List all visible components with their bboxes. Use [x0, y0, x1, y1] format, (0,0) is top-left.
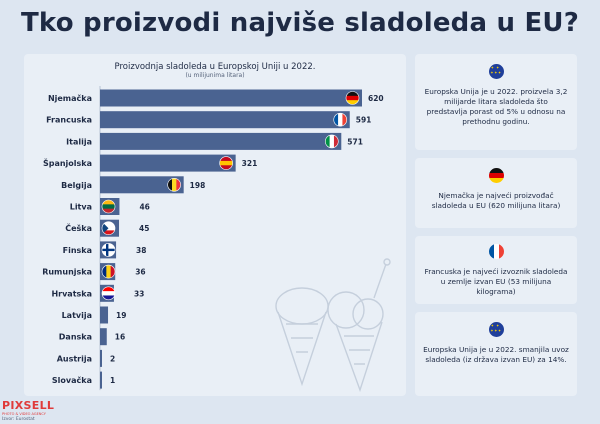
value-label: 16 [115, 333, 125, 342]
bar-chart: Njemačka 620 Francuska 591 Italija 571 Španjol… [42, 86, 384, 391]
flag-icon [345, 91, 360, 105]
page-title: Tko proizvodi najviše sladoleda u EU? [20, 8, 580, 38]
flag-icon [333, 112, 348, 127]
logo-tagline: PHOTO & VIDEO AGENCY [2, 412, 46, 416]
category-label: Belgija [61, 181, 92, 190]
category-label: Austrija [57, 354, 92, 363]
bar [100, 176, 184, 194]
bar [100, 132, 342, 150]
info-card-france: Francuska je najveći izvoznik sladoleda … [415, 236, 577, 304]
flag-icon [167, 178, 181, 192]
value-label: 2 [110, 354, 115, 363]
value-label: 591 [356, 116, 372, 125]
card-text: Francuska je najveći izvoznik sladoleda … [424, 267, 568, 297]
flag-icon [324, 134, 339, 149]
category-label: Rumunjska [42, 268, 92, 277]
logo: PIXSELL [2, 399, 55, 412]
value-label: 321 [242, 159, 258, 168]
chart-panel: Proizvodnja sladoleda u Europskoj Uniji … [24, 54, 406, 396]
value-label: 198 [190, 181, 206, 190]
flag-icon [101, 264, 116, 279]
category-label: Latvija [62, 311, 92, 320]
bar [100, 89, 362, 107]
eu-flag-icon [488, 64, 504, 79]
bar [100, 154, 236, 172]
info-card-eu-imports: Europska Unija je u 2022. smanjila uvoz … [415, 312, 577, 396]
category-label: Finska [63, 246, 92, 255]
ice-cream-cones-illustration [275, 258, 391, 393]
category-label: Litva [70, 203, 92, 212]
germany-flag-icon [488, 168, 504, 183]
value-label: 620 [368, 94, 384, 103]
category-label: Španjolska [43, 157, 92, 168]
flag-icon [101, 199, 116, 214]
value-label: 38 [136, 246, 146, 255]
chart-subtitle: (u milijunima litara) [185, 72, 245, 79]
category-label: Italija [66, 137, 92, 146]
value-label: 571 [347, 137, 363, 146]
bar [100, 111, 350, 129]
value-label: 19 [116, 311, 126, 320]
value-label: 33 [134, 289, 144, 298]
card-text: Europska Unija je u 2022. smanjila uvoz … [423, 345, 569, 365]
flag-icon [101, 221, 116, 235]
value-label: 45 [139, 224, 149, 233]
card-text: Njemačka je najveći proizvođač sladoleda… [431, 191, 561, 211]
bar [100, 328, 107, 346]
info-card-eu-production: Europska Unija je u 2022. proizvela 3,2 … [415, 54, 577, 150]
card-text: Europska Unija je u 2022. proizvela 3,2 … [424, 87, 568, 127]
value-label: 46 [139, 203, 149, 212]
source-note: Izvor: Eurostat [2, 417, 35, 422]
flag-icon [219, 156, 233, 170]
value-label: 1 [110, 376, 115, 385]
category-label: Češka [65, 222, 92, 233]
category-label: Njemačka [48, 93, 92, 103]
eu-flag-icon [488, 322, 504, 337]
info-card-germany: Njemačka je najveći proizvođač sladoleda… [415, 158, 577, 228]
bar [100, 371, 102, 389]
france-flag-icon [488, 244, 504, 259]
flag-icon [101, 286, 116, 301]
bar [100, 349, 102, 367]
category-label: Slovačka [52, 375, 92, 385]
flag-icon [101, 243, 116, 257]
bar [100, 306, 109, 324]
category-label: Hrvatska [51, 289, 92, 298]
chart-title: Proizvodnja sladoleda u Europskoj Uniji … [114, 62, 316, 72]
value-label: 36 [135, 268, 145, 277]
category-label: Francuska [46, 116, 92, 125]
category-label: Danska [59, 333, 92, 342]
